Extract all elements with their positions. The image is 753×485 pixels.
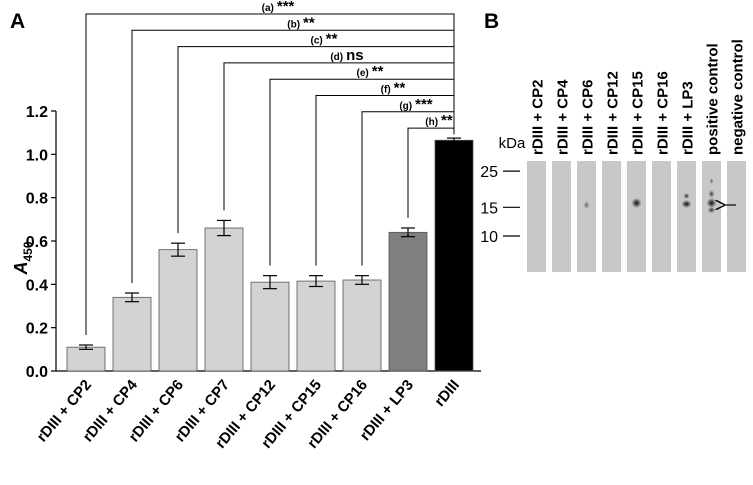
y-axis-label-sub: 450 <box>21 241 35 261</box>
comparison-id: (a) <box>262 3 274 14</box>
y-tick-label: 1.0 <box>26 147 48 164</box>
x-tick-label: rDIII <box>431 377 463 410</box>
significance: ** <box>326 31 338 48</box>
comparison-id: (f) <box>381 85 391 96</box>
blot-lane <box>702 161 721 272</box>
blot-lane <box>602 161 621 272</box>
significance-label: (h) ** <box>425 112 453 129</box>
bar <box>250 281 290 372</box>
y-axis-label: A450 <box>11 241 35 275</box>
bar <box>112 296 152 372</box>
lane-label: negative control <box>730 39 747 155</box>
significance: *** <box>415 96 433 113</box>
comparison-id: (h) <box>425 117 438 128</box>
bar <box>388 231 428 372</box>
comparison-id: (d) <box>330 52 343 63</box>
blot-lane <box>652 161 671 272</box>
lane-label: positive control <box>705 43 722 155</box>
lane-label: rDIII + CP4 <box>555 79 572 155</box>
marker-label: 25 <box>480 164 498 181</box>
significance-bracket <box>361 111 455 266</box>
y-tick-label: 0.2 <box>26 321 48 338</box>
marker-label: 15 <box>480 200 498 217</box>
y-tick-label: 0.4 <box>26 277 48 294</box>
significance: ns <box>346 47 364 64</box>
bar <box>342 279 382 372</box>
y-tick-label: 0.0 <box>26 364 48 381</box>
blot-band <box>681 200 692 208</box>
blot-band <box>709 178 714 184</box>
marker-label: 10 <box>480 229 498 246</box>
bar <box>296 280 336 372</box>
blot-units: kDa <box>499 135 526 152</box>
blot-band <box>631 198 642 208</box>
comparison-id: (e) <box>357 68 369 79</box>
significance: ** <box>303 14 315 31</box>
significance: ** <box>372 63 384 80</box>
lane-label: rDIII + CP16 <box>655 71 672 155</box>
lane-label: rDIII + CP12 <box>605 71 622 155</box>
blot-lane <box>727 161 746 272</box>
y-tick-label: 0.8 <box>26 191 48 208</box>
significance-bracket <box>223 62 455 211</box>
lane-label: rDIII + LP3 <box>680 81 697 155</box>
significance: *** <box>277 0 295 15</box>
bar <box>204 227 244 372</box>
lane-label: rDIII + CP6 <box>580 80 597 155</box>
blot-lane <box>627 161 646 272</box>
comparison-id: (g) <box>399 101 412 112</box>
blot-lane <box>527 161 546 272</box>
significance: ** <box>441 112 453 129</box>
lane-label: rDIII + CP2 <box>530 80 547 155</box>
comparison-id: (b) <box>287 19 300 30</box>
blot-band <box>583 201 590 209</box>
comparison-id: (c) <box>311 36 323 47</box>
significance-label: (a) *** <box>262 0 295 15</box>
lane-label: rDIII + CP15 <box>630 71 647 155</box>
blot-band <box>683 193 690 199</box>
blot-band <box>707 207 716 213</box>
panel-label: B <box>484 10 499 33</box>
significance-label: (b) ** <box>287 14 315 31</box>
blot-band <box>708 190 715 198</box>
significance-label: (g) *** <box>399 96 432 113</box>
bar <box>434 139 474 372</box>
panel-label: A <box>10 10 25 33</box>
blot-lane <box>577 161 596 272</box>
y-axis-label-main: A <box>11 262 31 276</box>
significance-label: (e) ** <box>357 63 384 80</box>
significance-label: (c) ** <box>311 31 338 48</box>
significance-bracket <box>407 127 455 218</box>
bar <box>158 249 198 372</box>
blot-band <box>706 198 717 208</box>
blot-lane <box>552 161 571 272</box>
significance-label: (d) ns <box>330 47 363 64</box>
blot-lane <box>677 161 696 272</box>
bar <box>66 346 106 372</box>
significance: ** <box>394 80 406 97</box>
significance-label: (f) ** <box>381 80 406 97</box>
y-tick-label: 0.6 <box>26 234 48 251</box>
y-tick-label: 1.2 <box>26 104 48 121</box>
